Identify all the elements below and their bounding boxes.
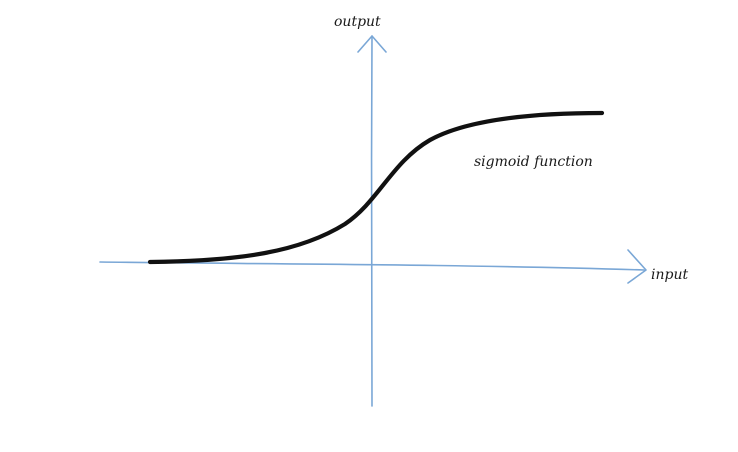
y-axis-arrowhead	[357, 35, 387, 53]
x-axis-arrowhead	[627, 249, 647, 284]
sigmoid-curve	[147, 110, 605, 265]
y-axis-label: output	[334, 14, 381, 30]
x-axis-label: input	[651, 267, 688, 283]
curve-label: sigmoid function	[474, 154, 593, 170]
